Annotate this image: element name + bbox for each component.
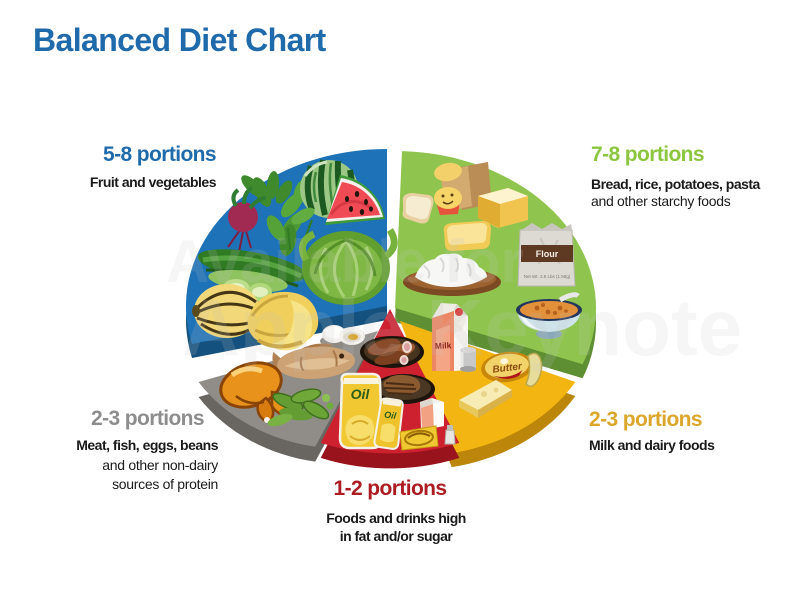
- svg-text:5-8 portions: 5-8 portions: [103, 143, 216, 166]
- svg-text:Available for: Available for: [166, 228, 524, 295]
- svg-text:and other starchy foods: and other starchy foods: [591, 193, 731, 209]
- svg-text:Balanced Diet Chart: Balanced Diet Chart: [33, 22, 327, 58]
- svg-text:2-3 portions: 2-3 portions: [589, 408, 702, 431]
- svg-text:Oil: Oil: [351, 386, 371, 402]
- svg-text:Oil: Oil: [384, 409, 398, 421]
- svg-text:Fruit and vegetables: Fruit and vegetables: [90, 174, 217, 190]
- svg-text:Flour: Flour: [536, 249, 559, 259]
- svg-text:Net Wt. 3.5 Lbs (1.58g): Net Wt. 3.5 Lbs (1.58g): [524, 274, 571, 279]
- svg-text:Apple Keynote: Apple Keynote: [182, 283, 742, 372]
- svg-text:Available for: Available for: [166, 228, 524, 295]
- svg-text:1-2 portions: 1-2 portions: [334, 477, 447, 500]
- svg-text:Milk and dairy foods: Milk and dairy foods: [589, 437, 715, 453]
- svg-text:Foods and drinks high: Foods and drinks high: [326, 510, 466, 526]
- svg-text:in fat and/or sugar: in fat and/or sugar: [340, 528, 454, 544]
- svg-text:Apple Keynote: Apple Keynote: [182, 283, 742, 372]
- svg-text:Butter: Butter: [492, 361, 524, 376]
- svg-text:7-8 portions: 7-8 portions: [591, 143, 704, 166]
- svg-text:sources of protein: sources of protein: [112, 476, 218, 492]
- svg-text:Meat, fish, eggs, beans: Meat, fish, eggs, beans: [76, 437, 218, 453]
- svg-text:Bread, rice, potatoes, pasta: Bread, rice, potatoes, pasta: [591, 176, 761, 192]
- svg-text:and other non-dairy: and other non-dairy: [102, 457, 218, 473]
- svg-text:2-3 portions: 2-3 portions: [91, 407, 204, 430]
- svg-text:Milk: Milk: [435, 340, 452, 351]
